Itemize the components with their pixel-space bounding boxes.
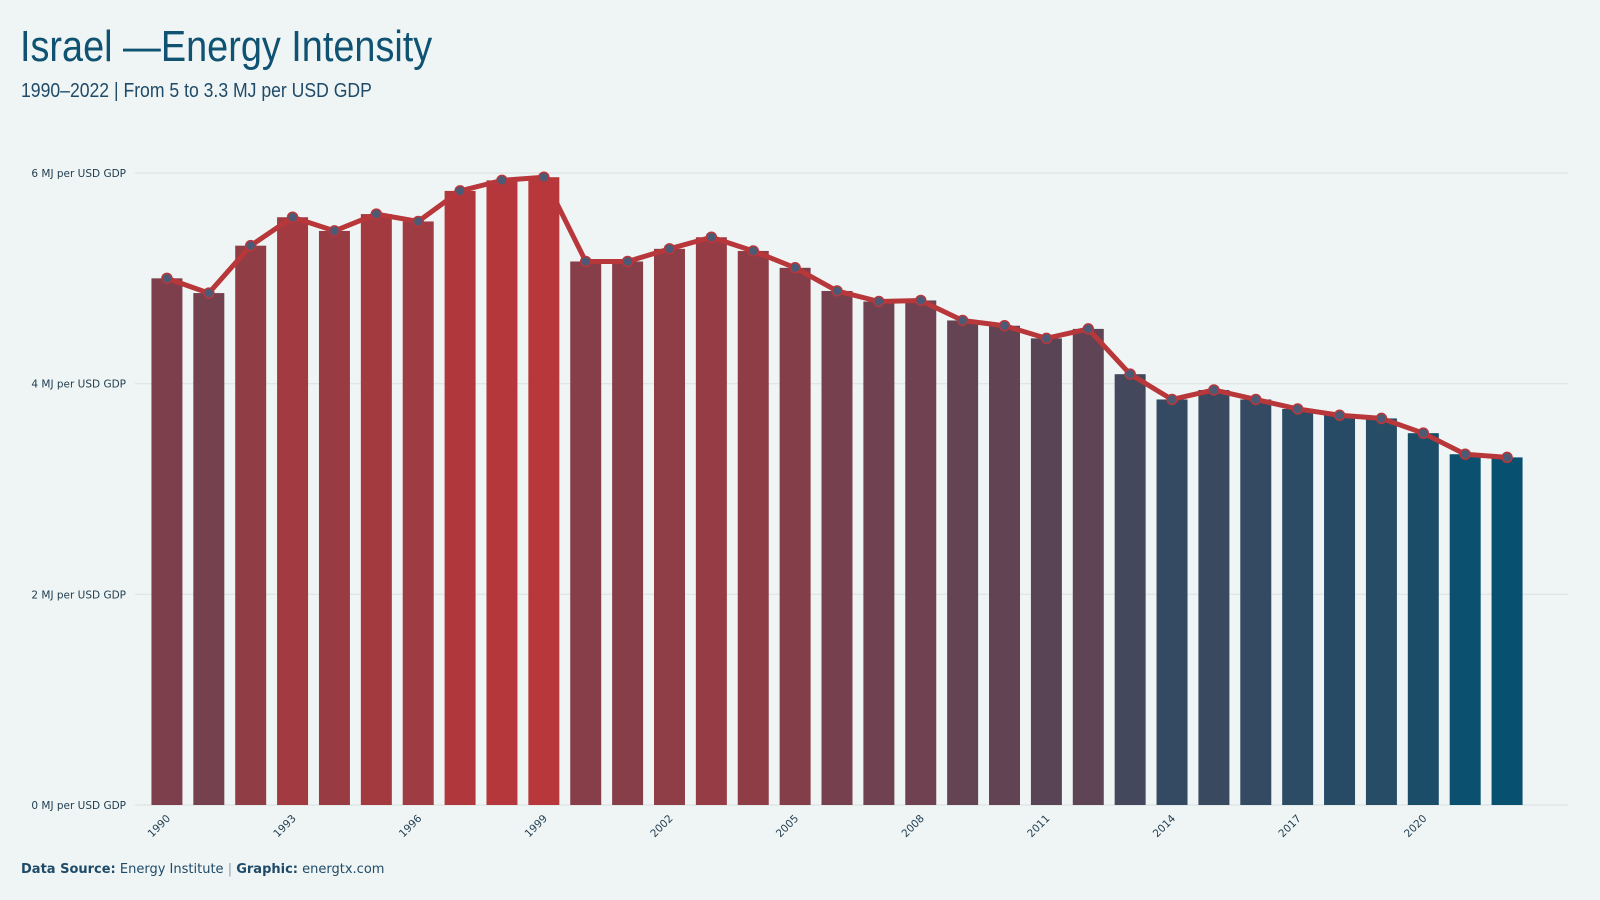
data-point bbox=[286, 211, 299, 223]
data-point bbox=[412, 215, 424, 228]
data-point bbox=[538, 171, 550, 183]
bar bbox=[570, 261, 602, 806]
bar bbox=[235, 245, 267, 805]
page-subtitle: 1990–2022 | From 5 to 3.3 MJ per USD GDP bbox=[21, 80, 372, 102]
x-tick-label: 2017 bbox=[1276, 813, 1303, 840]
x-tick-label: 1999 bbox=[523, 813, 550, 840]
bar bbox=[1324, 415, 1356, 805]
data-point bbox=[1082, 323, 1095, 335]
y-tick-label: 2 MJ per USD GDP bbox=[31, 589, 126, 601]
x-tick-label: 1993 bbox=[271, 813, 298, 840]
x-tick-label: 2020 bbox=[1402, 813, 1429, 840]
data-point bbox=[496, 174, 508, 187]
y-tick-label: 0 MJ per USD GDP bbox=[31, 800, 126, 812]
bar bbox=[612, 261, 644, 806]
x-tick-label: 2011 bbox=[1025, 813, 1052, 840]
bar bbox=[653, 248, 685, 806]
bar bbox=[193, 293, 225, 805]
data-point bbox=[370, 208, 383, 220]
graphic-label: Graphic: bbox=[236, 862, 298, 877]
data-point bbox=[1124, 368, 1136, 380]
data-point bbox=[705, 231, 718, 244]
data-point bbox=[1250, 393, 1262, 406]
data-point bbox=[789, 262, 801, 274]
bar bbox=[1282, 408, 1314, 805]
data-point bbox=[1417, 427, 1430, 439]
bar bbox=[821, 290, 853, 805]
page-title: Israel —Energy Intensity bbox=[20, 22, 433, 71]
x-tick-label: 2005 bbox=[774, 813, 801, 840]
data-point bbox=[1291, 403, 1304, 415]
bar bbox=[528, 177, 560, 806]
bar bbox=[360, 214, 392, 805]
bar bbox=[1030, 338, 1062, 805]
data-point bbox=[1166, 393, 1178, 406]
data-point bbox=[831, 285, 843, 297]
data-point bbox=[873, 295, 885, 308]
data-point bbox=[454, 185, 466, 197]
bar bbox=[402, 221, 434, 805]
x-axis-ticks: 1990 1993 1996 1999 2002 2005 2008 2011 2014 2017… bbox=[146, 812, 1430, 840]
data-point bbox=[203, 287, 215, 299]
x-tick-label: 2002 bbox=[648, 813, 675, 840]
bar bbox=[1072, 328, 1104, 805]
data-point bbox=[663, 243, 676, 255]
source-value: Energy Institute bbox=[119, 862, 224, 877]
bar bbox=[1156, 399, 1188, 805]
data-point bbox=[1459, 448, 1471, 460]
bar bbox=[151, 278, 183, 805]
footer-separator: | bbox=[227, 862, 233, 877]
line-series bbox=[161, 171, 1513, 464]
bar bbox=[905, 300, 937, 805]
data-point bbox=[1208, 384, 1220, 396]
bar bbox=[1114, 374, 1146, 805]
bar bbox=[779, 267, 811, 805]
x-tick-label: 1996 bbox=[397, 812, 425, 840]
bar bbox=[695, 237, 727, 806]
bar bbox=[863, 301, 895, 805]
y-tick-label: 6 MJ per USD GDP bbox=[31, 168, 126, 180]
bar-series bbox=[151, 177, 1523, 806]
data-point bbox=[747, 245, 759, 257]
data-point bbox=[1501, 451, 1513, 464]
data-point bbox=[1333, 409, 1346, 422]
bar bbox=[318, 230, 350, 805]
footer-credits: Data Source: Energy Institute | Graphic:… bbox=[21, 862, 384, 877]
data-point bbox=[621, 255, 634, 268]
bar bbox=[1449, 454, 1481, 805]
graphic-value: energtx.com bbox=[302, 862, 385, 877]
bar bbox=[989, 325, 1021, 805]
bar bbox=[486, 180, 518, 805]
bar bbox=[947, 320, 979, 805]
source-label: Data Source: bbox=[21, 862, 116, 877]
data-point bbox=[956, 314, 969, 327]
data-point bbox=[1040, 332, 1053, 345]
x-tick-label: 2008 bbox=[899, 813, 926, 840]
data-point bbox=[161, 272, 173, 285]
y-tick-label: 4 MJ per USD GDP bbox=[31, 379, 126, 391]
bar bbox=[1198, 389, 1230, 805]
bar bbox=[444, 190, 476, 805]
bar bbox=[1407, 433, 1439, 805]
bar bbox=[1491, 457, 1523, 805]
bar bbox=[277, 217, 309, 806]
y-axis-ticks: 0 MJ per USD GDP 2 MJ per USD GDP 4 MJ per… bbox=[31, 168, 126, 812]
data-point bbox=[915, 294, 927, 307]
data-point bbox=[244, 239, 257, 252]
data-point bbox=[998, 319, 1011, 332]
data-point bbox=[579, 255, 592, 268]
bar bbox=[737, 250, 769, 806]
x-tick-label: 1990 bbox=[146, 813, 173, 840]
data-point bbox=[1375, 412, 1388, 425]
x-tick-label: 2014 bbox=[1151, 812, 1179, 840]
bar bbox=[1365, 418, 1397, 805]
data-point bbox=[328, 225, 341, 237]
bar bbox=[1240, 399, 1272, 805]
